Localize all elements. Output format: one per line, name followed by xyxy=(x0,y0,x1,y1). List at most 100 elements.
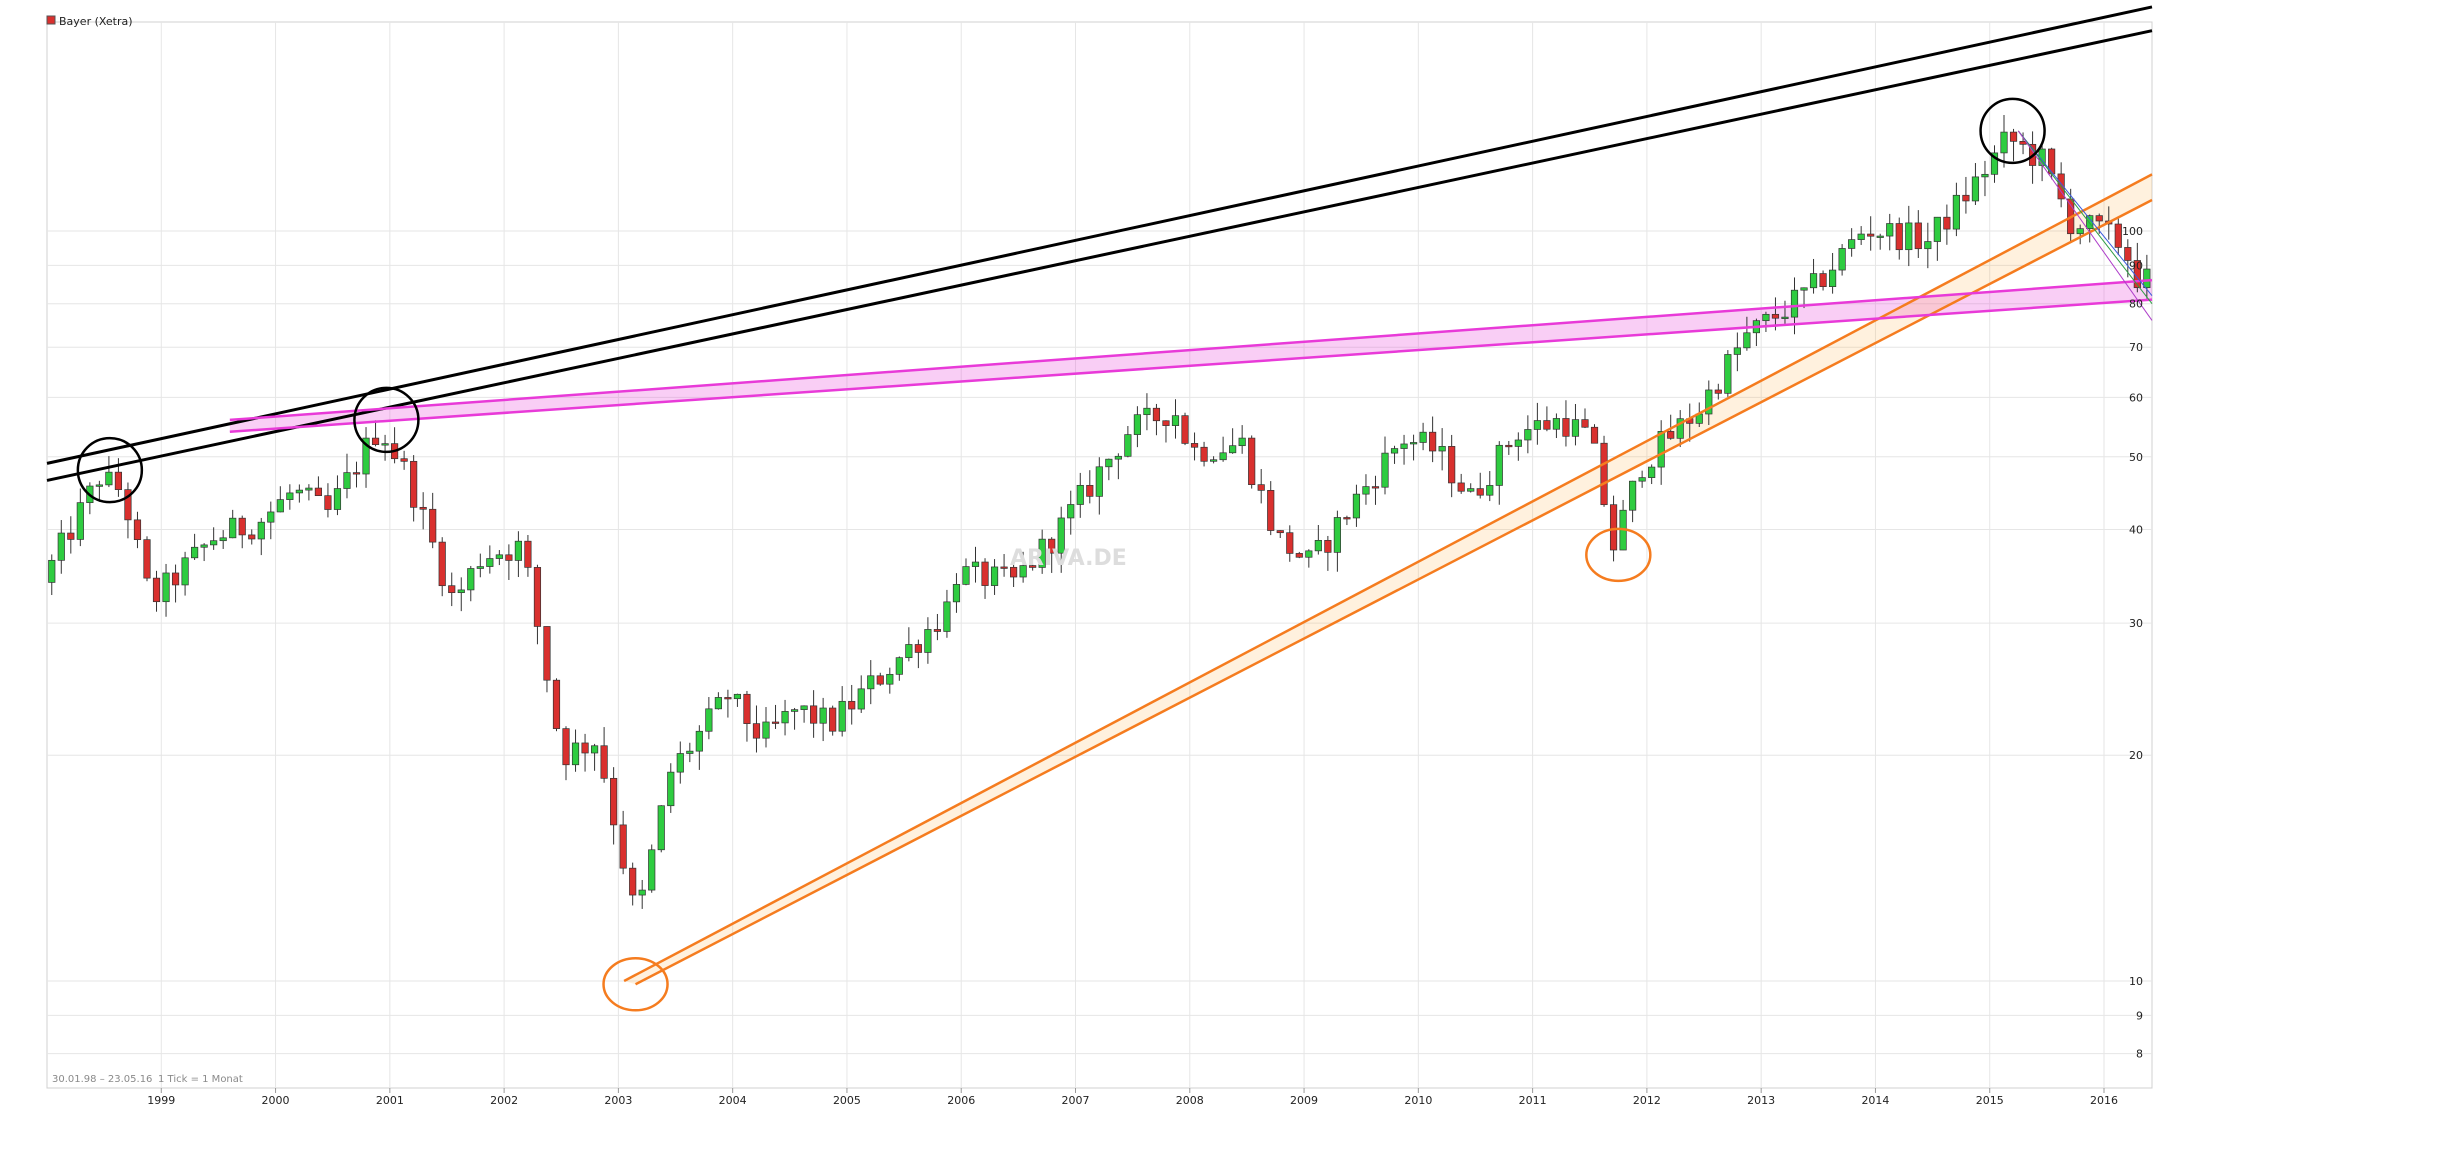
candle-down xyxy=(1600,442,1608,506)
candle-up xyxy=(105,471,113,486)
candle-down xyxy=(876,675,884,685)
candle-down xyxy=(1010,566,1018,578)
candle-up xyxy=(1067,504,1075,519)
candle-up xyxy=(1724,354,1732,394)
candle-up xyxy=(381,443,389,446)
highlight-circle[interactable] xyxy=(1585,527,1652,583)
candle-up xyxy=(333,488,342,510)
candle-up xyxy=(1876,235,1884,238)
candle-up xyxy=(1305,550,1313,558)
candle-up xyxy=(1238,437,1246,447)
candle-up xyxy=(1495,444,1503,486)
candle-down xyxy=(524,540,532,568)
candle-down xyxy=(324,495,332,510)
fan-line[interactable] xyxy=(2017,130,2153,321)
candle-up xyxy=(695,730,703,752)
trend-bands xyxy=(229,174,2152,985)
y-tick-label: 60 xyxy=(2129,391,2143,404)
candle-down xyxy=(1962,194,1970,202)
candle-up xyxy=(1095,466,1103,497)
candle-up xyxy=(990,566,999,586)
trendline[interactable] xyxy=(634,198,2153,986)
candle-up xyxy=(1486,485,1494,496)
candle-up xyxy=(1219,452,1227,461)
candle-up xyxy=(467,568,475,591)
candle-down xyxy=(1200,446,1208,462)
candle-down xyxy=(410,460,418,508)
x-tick-label: 2010 xyxy=(1404,1094,1432,1107)
candle-up xyxy=(1886,223,1894,237)
candle-up xyxy=(924,629,932,653)
trendline[interactable] xyxy=(229,298,2153,433)
y-tick-label: 9 xyxy=(2136,1009,2143,1022)
candle-up xyxy=(886,673,894,685)
x-tick-label: 2000 xyxy=(262,1094,290,1107)
candle-up xyxy=(705,708,713,732)
candle-up xyxy=(1829,269,1837,287)
candle-up xyxy=(76,502,84,540)
legend-label[interactable]: Bayer (Xetra) xyxy=(59,15,133,28)
x-tick-label: 2003 xyxy=(604,1094,632,1107)
candle-down xyxy=(429,508,437,543)
candle-down xyxy=(1181,415,1189,444)
candle-down xyxy=(1505,444,1513,448)
candle-down xyxy=(1771,313,1780,319)
trendline[interactable] xyxy=(623,173,2153,983)
candle-down xyxy=(562,728,570,766)
candle-down xyxy=(1457,482,1465,492)
highlight-circle[interactable] xyxy=(353,386,420,454)
trendline[interactable] xyxy=(46,5,2153,465)
highlight-circle[interactable] xyxy=(1979,97,2046,165)
candle-up xyxy=(895,657,903,675)
trendline[interactable] xyxy=(229,278,2153,422)
candle-down xyxy=(2048,148,2056,175)
candle-up xyxy=(181,557,189,586)
highlight-circle[interactable] xyxy=(76,436,144,504)
candle-up xyxy=(2076,228,2084,235)
candle-up xyxy=(486,558,494,567)
candle-up xyxy=(162,572,170,603)
candle-up xyxy=(229,517,237,539)
candle-down xyxy=(1714,389,1722,394)
pink-band xyxy=(229,280,2152,432)
candle-up xyxy=(1743,332,1751,349)
candle-up xyxy=(1809,273,1818,289)
candle-down xyxy=(2095,215,2103,222)
candle-down xyxy=(1895,223,1903,251)
candle-down xyxy=(552,679,561,729)
trendline[interactable] xyxy=(46,29,2153,482)
candle-up xyxy=(343,472,351,489)
candle-up xyxy=(838,700,846,732)
watermark: ARIVA.DE xyxy=(1010,546,1127,571)
legend-swatch xyxy=(46,15,56,25)
candle-down xyxy=(238,517,246,536)
candle-down xyxy=(581,742,589,754)
candle-down xyxy=(371,437,380,445)
highlight-circle[interactable] xyxy=(602,957,669,1012)
candle-down xyxy=(610,777,618,826)
fan-line[interactable] xyxy=(2017,130,2153,297)
candle-down xyxy=(1819,273,1827,287)
candle-up xyxy=(1333,517,1341,553)
fan-line[interactable] xyxy=(2017,130,2153,305)
candle-up xyxy=(1800,287,1808,291)
candle-up xyxy=(1467,488,1475,492)
candle-up xyxy=(590,745,599,754)
candle-down xyxy=(1867,233,1875,237)
candle-down xyxy=(1324,539,1332,553)
candles xyxy=(48,114,2151,909)
candle-up xyxy=(95,484,103,487)
candle-down xyxy=(419,506,427,510)
trendlines xyxy=(46,5,2153,986)
candle-up xyxy=(276,499,284,513)
candle-up xyxy=(1552,418,1561,430)
candle-up xyxy=(1857,233,1865,240)
candle-down xyxy=(2114,223,2122,248)
x-tick-label: 2005 xyxy=(833,1094,861,1107)
plot-frame xyxy=(46,21,2153,1089)
candle-up xyxy=(714,697,722,710)
candle-up xyxy=(971,561,980,567)
candle-down xyxy=(1086,484,1094,497)
candle-up xyxy=(1114,455,1122,460)
footer-resolution: 1 Tick = 1 Monat xyxy=(158,1074,243,1085)
